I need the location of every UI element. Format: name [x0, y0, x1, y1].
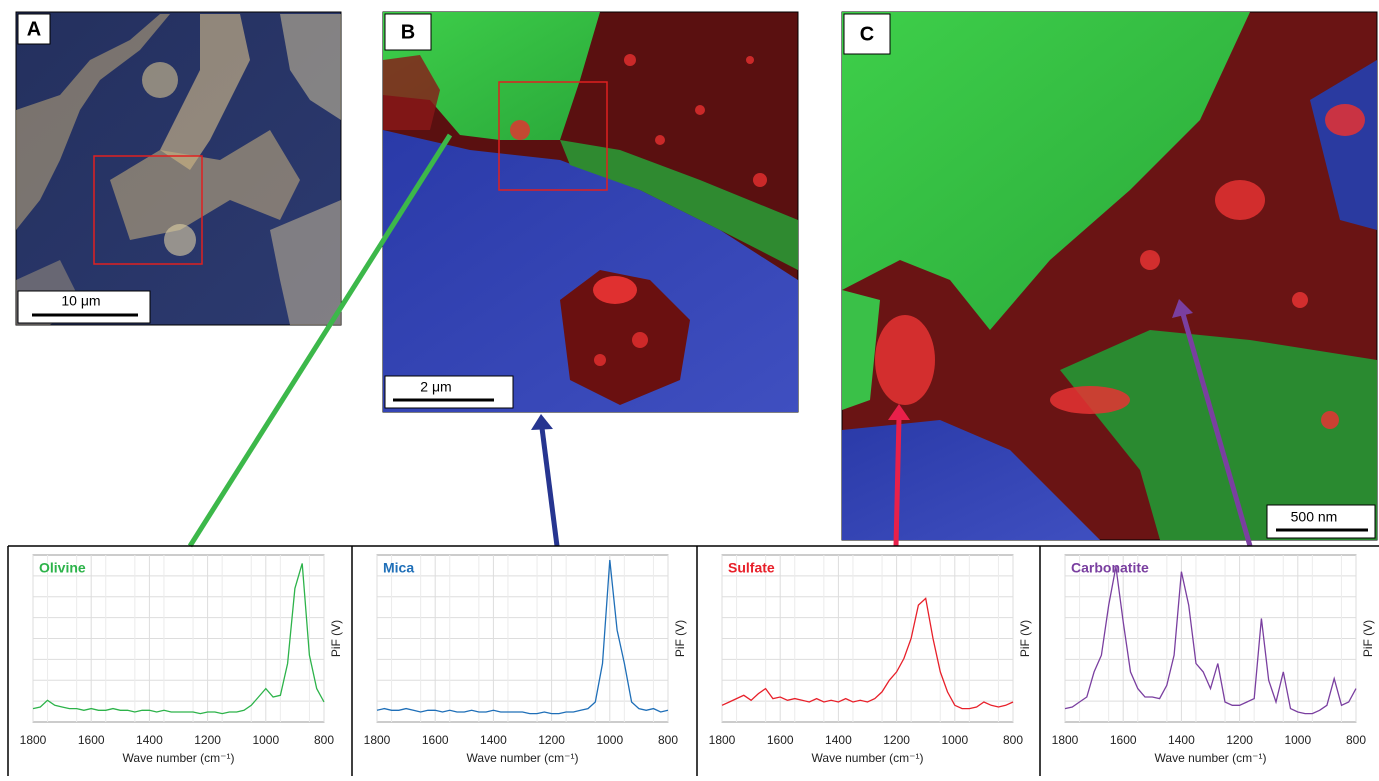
x-tick-label: 800	[1003, 733, 1023, 747]
x-tick-label: 1800	[20, 733, 47, 747]
y-axis-title: PiF (V)	[1361, 620, 1375, 657]
x-tick-label: 1000	[941, 733, 968, 747]
x-tick-label: 800	[658, 733, 678, 747]
x-tick-label: 1400	[825, 733, 852, 747]
x-axis-title: Wave number (cm⁻¹)	[812, 751, 924, 765]
panel-label: A	[27, 18, 41, 40]
x-tick-label: 1800	[364, 733, 391, 747]
figure: A 10 μm B 2 μm C 500 nm	[0, 0, 1379, 776]
x-tick-label: 1000	[596, 733, 623, 747]
x-tick-label: 1000	[1284, 733, 1311, 747]
x-tick-label: 1600	[78, 733, 105, 747]
y-axis-title: PiF (V)	[329, 620, 343, 657]
x-tick-label: 1000	[252, 733, 279, 747]
x-tick-label: 1400	[136, 733, 163, 747]
x-tick-label: 800	[314, 733, 334, 747]
panel-a: A 10 μm	[16, 12, 341, 325]
scale-bar-label: 2 μm	[420, 379, 451, 395]
x-tick-label: 1600	[767, 733, 794, 747]
panel-label: B	[401, 21, 415, 43]
x-tick-label: 1400	[1168, 733, 1195, 747]
series-label: Olivine	[39, 560, 86, 576]
x-axis-title: Wave number (cm⁻¹)	[1155, 751, 1267, 765]
panel-label: C	[860, 23, 874, 45]
y-axis-title: PiF (V)	[673, 620, 687, 657]
x-axis-title: Wave number (cm⁻¹)	[123, 751, 235, 765]
series-label: Mica	[383, 560, 414, 576]
x-tick-label: 1800	[709, 733, 736, 747]
x-tick-label: 1600	[422, 733, 449, 747]
x-tick-label: 1200	[1226, 733, 1253, 747]
panel-c: C 500 nm	[842, 12, 1377, 540]
x-tick-label: 1200	[538, 733, 565, 747]
scale-bar-label: 10 μm	[61, 293, 100, 309]
x-axis-title: Wave number (cm⁻¹)	[467, 751, 579, 765]
x-tick-label: 1200	[883, 733, 910, 747]
series-label: Carbonatite	[1071, 560, 1149, 576]
x-tick-label: 1600	[1110, 733, 1137, 747]
series-label: Sulfate	[728, 560, 775, 576]
x-tick-label: 1200	[194, 733, 221, 747]
x-tick-label: 800	[1346, 733, 1366, 747]
scale-bar-label: 500 nm	[1291, 509, 1338, 525]
x-tick-label: 1800	[1052, 733, 1079, 747]
panel-b: B 2 μm	[383, 12, 798, 412]
x-tick-label: 1400	[480, 733, 507, 747]
y-axis-title: PiF (V)	[1018, 620, 1032, 657]
